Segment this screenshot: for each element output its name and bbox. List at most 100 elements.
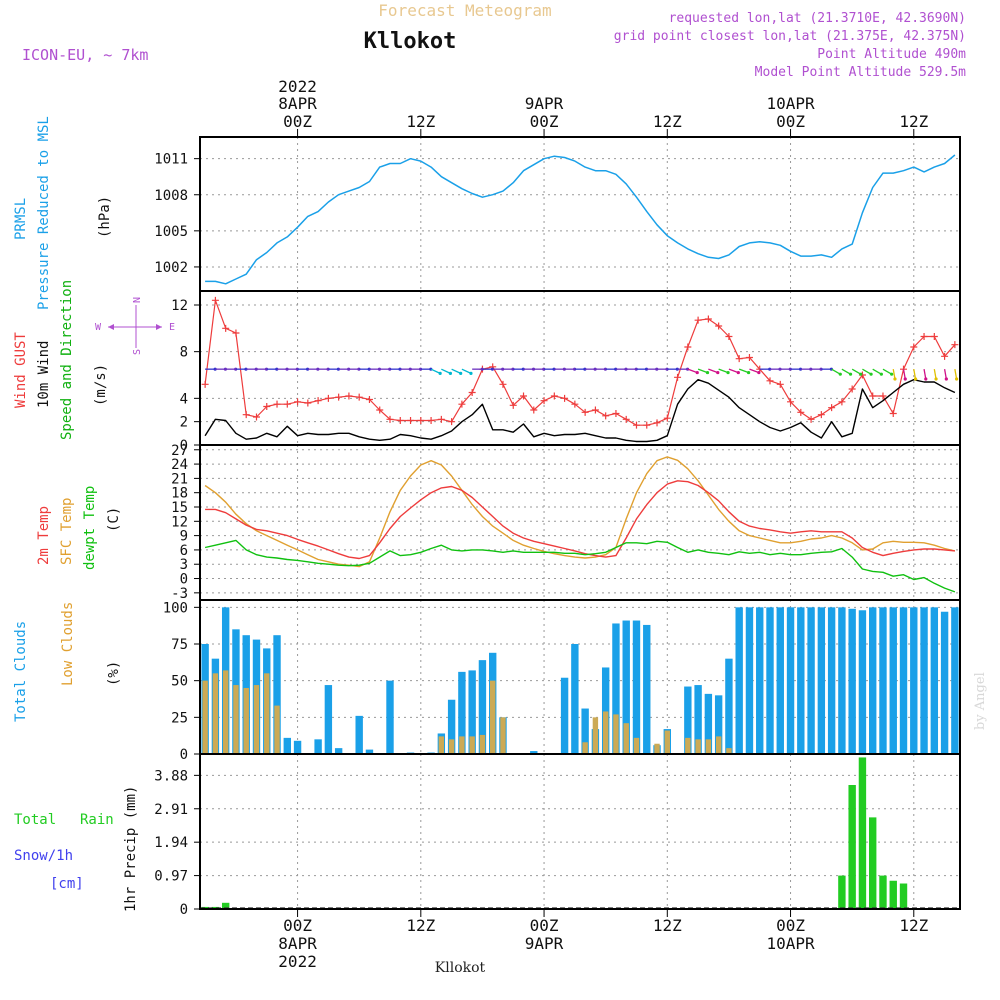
wind-dir-arrowhead [244, 367, 248, 371]
gust-marker [951, 341, 959, 349]
wind-dir-arrowhead [809, 367, 813, 371]
gust-marker [766, 377, 774, 385]
total-cloud-bar [879, 607, 887, 754]
total-cloud-bar [817, 607, 826, 754]
low-cloud-bar [438, 736, 445, 754]
rain-bar [211, 906, 220, 909]
low-cloud-bar [274, 705, 280, 754]
rain-bar [858, 757, 867, 909]
low-cloud-bar [633, 737, 640, 754]
bottom-date-label: 8APR [278, 934, 317, 953]
wind-dir-arrowhead [665, 367, 669, 371]
wind-dir-arrow [441, 368, 451, 374]
precip-total-label: Total [14, 812, 56, 828]
wind-dir-arrowhead [223, 367, 228, 371]
gust-marker [242, 411, 250, 419]
wind-line [204, 379, 956, 443]
pressure-line [205, 154, 956, 285]
y-tick-label: 25 [171, 710, 188, 726]
y-tick-label: 1008 [154, 188, 188, 204]
total-cloud-bar [797, 607, 805, 754]
wind-dir-arrow [943, 369, 947, 380]
y-tick-label: 12 [171, 514, 188, 530]
rain-bar [879, 875, 887, 909]
pressure-label-msl: Pressure Reduced to MSL [36, 116, 52, 310]
low-cloud-bar [664, 730, 670, 754]
gust-marker [632, 421, 640, 429]
top-date-label: 10APR [766, 94, 815, 113]
low-cloud-bar [459, 736, 465, 754]
gust-marker [663, 414, 671, 422]
y-tick-label: 0.97 [154, 869, 188, 885]
total-cloud-bar [786, 607, 795, 754]
gust-marker [591, 406, 599, 414]
location-title: Kllokot [364, 29, 457, 54]
compass-icon: N S W E [95, 297, 175, 355]
total-cloud-bar [899, 607, 908, 754]
wind-dir-arrowhead [848, 372, 853, 376]
gust-marker [879, 392, 887, 400]
temp-2m-line [205, 480, 955, 560]
wind-dir-arrowhead [869, 372, 873, 376]
wind-dir-arrowhead [316, 367, 320, 371]
gust-marker [509, 401, 517, 409]
total-cloud-bar [858, 610, 867, 754]
wind-dir-arrowhead [757, 370, 761, 375]
gust-marker [540, 397, 548, 405]
total-cloud-bar [581, 708, 589, 754]
wind-dir-arrowhead [603, 367, 608, 371]
low-cloud-bar [479, 734, 486, 754]
gust-line [204, 299, 956, 426]
wind-dir-arrowhead [438, 371, 442, 375]
y-tick-label: 1.94 [154, 835, 188, 851]
total-cloud-bar [745, 607, 754, 754]
wind-dir-arrowhead [572, 367, 577, 371]
y-tick-label: 12 [171, 298, 188, 314]
temp-sfc-label: SFC Temp [59, 498, 75, 565]
total-cloud-bar [324, 685, 333, 754]
wind-dir-arrowhead [778, 367, 782, 371]
gust-marker [941, 352, 949, 360]
y-tick-label: -3 [171, 586, 188, 602]
bottom-hour-label: 12Z [653, 916, 682, 935]
top-hour-label: 00Z [283, 112, 312, 131]
low-cloud-bar [685, 737, 691, 754]
low-cloud-bar [582, 742, 588, 754]
top-hour-label: 00Z [530, 112, 559, 131]
wind-dir-arrowhead [408, 367, 412, 371]
gust-marker [407, 417, 415, 424]
gust-marker [581, 408, 589, 416]
total-cloud-bar [714, 695, 723, 754]
title-top: Forecast Meteogram [378, 1, 551, 20]
gust-marker [417, 417, 425, 424]
gust-marker [807, 415, 815, 423]
wind-dir-arrow [902, 369, 906, 380]
gust-marker [324, 394, 332, 402]
y-tick-label: 3.88 [154, 768, 188, 784]
wind-dir-label: Speed and Direction [59, 280, 75, 440]
wind-dir-arrowhead [593, 367, 597, 371]
y-tick-label: 0 [180, 747, 188, 763]
total-cloud-bar [601, 667, 610, 754]
cloud-low-label: Low Clouds [60, 602, 76, 686]
precip-unit: 1hr Precip (mm) [123, 786, 139, 912]
total-cloud-bar [530, 751, 538, 754]
total-cloud-bar [386, 680, 394, 754]
gust-marker [263, 403, 271, 410]
wind-dir-arrowhead [357, 367, 361, 371]
bottom-date-label: 9APR [525, 934, 564, 953]
wind-dir-arrowhead [490, 367, 495, 371]
wind-dir-arrowhead [480, 367, 484, 371]
top-date-label: 9APR [525, 94, 564, 113]
y-tick-label: 1002 [154, 260, 188, 276]
total-cloud-bar [910, 607, 918, 754]
low-cloud-bar [613, 714, 619, 754]
bottom-hour-label: 00Z [776, 916, 805, 935]
panel-frame [199, 599, 961, 755]
gust-marker [386, 415, 394, 423]
gust-marker [622, 415, 630, 423]
total-cloud-bar [273, 635, 281, 754]
gust-marker [602, 412, 610, 420]
wind-dir-arrowhead [347, 367, 351, 371]
